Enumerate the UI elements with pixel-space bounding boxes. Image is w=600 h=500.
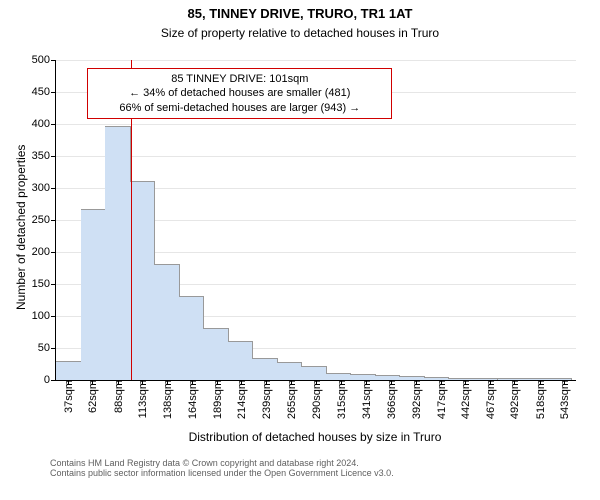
xtick-label: 518sqm [533, 380, 547, 419]
ytick-label: 150 [32, 278, 56, 290]
ytick-label: 100 [32, 310, 56, 322]
xtick-label: 62sqm [85, 380, 99, 413]
xtick-label: 290sqm [309, 380, 323, 419]
plot-area: 05010015020025030035040045050037sqm62sqm… [55, 60, 576, 381]
attribution-footer: Contains HM Land Registry data © Crown c… [50, 458, 394, 478]
xtick-label: 37sqm [61, 380, 75, 413]
footer-line-2: Contains public sector information licen… [50, 468, 394, 478]
ytick-label: 350 [32, 150, 56, 162]
xtick-label: 392sqm [409, 380, 423, 419]
annotation-line: ← 34% of detached houses are smaller (48… [94, 86, 385, 100]
histogram-bar [228, 341, 254, 380]
chart-subtitle: Size of property relative to detached ho… [0, 26, 600, 40]
xtick-label: 164sqm [185, 380, 199, 419]
histogram-bar [326, 373, 352, 380]
footer-line-1: Contains HM Land Registry data © Crown c… [50, 458, 394, 468]
xtick-label: 442sqm [458, 380, 472, 419]
xtick-label: 492sqm [507, 380, 521, 419]
ytick-label: 400 [32, 118, 56, 130]
ytick-label: 250 [32, 214, 56, 226]
ytick-label: 500 [32, 54, 56, 66]
xtick-label: 315sqm [334, 380, 348, 419]
xtick-label: 366sqm [384, 380, 398, 419]
xtick-label: 88sqm [111, 380, 125, 413]
xtick-label: 113sqm [135, 380, 149, 418]
x-axis-label: Distribution of detached houses by size … [55, 430, 575, 444]
xtick-label: 214sqm [234, 380, 248, 419]
ytick-label: 200 [32, 246, 56, 258]
figure: { "title": "85, TINNEY DRIVE, TRURO, TR1… [0, 0, 600, 500]
histogram-bar [56, 361, 82, 380]
xtick-label: 265sqm [284, 380, 298, 419]
chart-title: 85, TINNEY DRIVE, TRURO, TR1 1AT [0, 6, 600, 21]
ytick-label: 450 [32, 86, 56, 98]
histogram-bar [277, 362, 303, 380]
y-axis-label: Number of detached properties [14, 145, 28, 310]
annotation-line: 85 TINNEY DRIVE: 101sqm [94, 72, 385, 86]
xtick-label: 543sqm [557, 380, 571, 419]
xtick-label: 239sqm [259, 380, 273, 419]
ytick-label: 300 [32, 182, 56, 194]
histogram-bar [130, 181, 156, 380]
ytick-label: 0 [44, 374, 56, 386]
xtick-label: 138sqm [160, 380, 174, 419]
histogram-bar [105, 126, 131, 380]
histogram-bar [203, 328, 229, 380]
gridline [56, 156, 576, 157]
gridline [56, 124, 576, 125]
histogram-bar [252, 358, 278, 380]
histogram-bar [154, 264, 180, 380]
xtick-label: 417sqm [434, 380, 448, 419]
annotation-line: 66% of semi-detached houses are larger (… [94, 101, 385, 115]
histogram-bar [179, 296, 205, 380]
histogram-bar [301, 366, 327, 380]
xtick-label: 467sqm [483, 380, 497, 419]
ytick-label: 50 [38, 342, 56, 354]
xtick-label: 341sqm [359, 380, 373, 419]
annotation-box: 85 TINNEY DRIVE: 101sqm← 34% of detached… [87, 68, 392, 119]
histogram-bar [81, 209, 107, 380]
gridline [56, 60, 576, 61]
xtick-label: 189sqm [210, 380, 224, 419]
